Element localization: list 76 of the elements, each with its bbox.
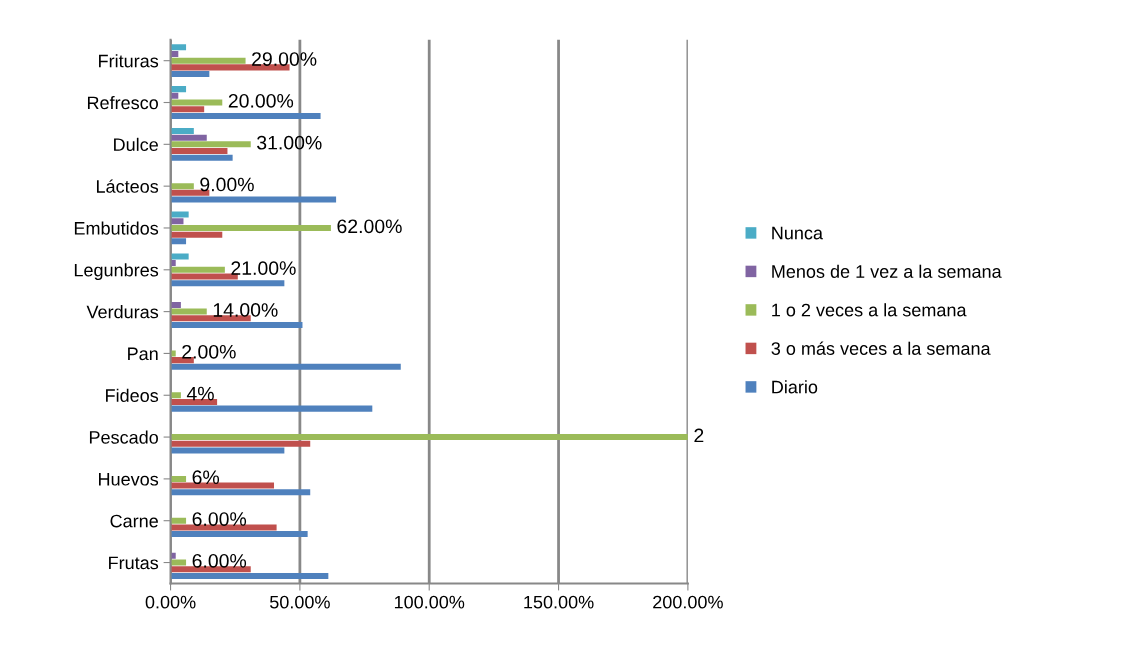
y-tick-label: Refresco — [87, 95, 158, 110]
bar — [170, 482, 275, 489]
bar — [170, 434, 688, 441]
legend-label: Menos de 1 vez a la semana — [772, 264, 1002, 278]
bar — [170, 531, 308, 538]
y-tick-label: Huevos — [99, 473, 159, 486]
data-label: 21.00% — [231, 261, 296, 276]
bar — [170, 154, 233, 161]
bar — [170, 517, 187, 524]
legend-label: Diario — [772, 380, 818, 394]
data-label: 6.00% — [192, 512, 247, 526]
bar — [170, 559, 187, 566]
y-tick-label: Carne — [110, 514, 158, 528]
bar — [170, 572, 329, 579]
bar — [170, 405, 373, 412]
x-tick-label: 200.00% — [653, 595, 723, 609]
bar — [170, 127, 194, 134]
legend-label: Nunca — [772, 226, 823, 240]
bar — [170, 566, 251, 573]
bar — [170, 224, 331, 231]
bar — [170, 308, 207, 315]
y-tick-label: Legunbres — [74, 263, 159, 281]
bar — [170, 183, 194, 190]
bar — [170, 266, 225, 273]
bar — [170, 489, 311, 496]
bar — [170, 112, 321, 119]
data-label: 9.00% — [200, 177, 254, 192]
y-tick-label: Lácteos — [96, 179, 159, 193]
y-tick-label: Pescado — [89, 430, 158, 444]
bar — [170, 106, 205, 113]
legend-label: 1 o 2 veces a la semana — [772, 303, 967, 317]
data-label: 2.00% — [182, 344, 236, 359]
bar — [170, 447, 285, 454]
x-tick-label: 100.00% — [394, 595, 465, 609]
bar — [170, 141, 251, 148]
bar — [170, 148, 228, 155]
bar — [170, 321, 303, 328]
bar — [170, 134, 207, 141]
bar — [170, 475, 187, 482]
bar — [170, 71, 210, 78]
bar — [170, 315, 251, 322]
bar — [170, 273, 238, 280]
bar — [170, 86, 187, 93]
bar — [170, 231, 223, 238]
bar — [170, 280, 285, 287]
bar — [170, 253, 189, 260]
x-tick-label: 50.00% — [269, 595, 330, 609]
bar — [170, 196, 337, 203]
data-label: 62.00% — [337, 219, 402, 234]
y-tick-label: Fideos — [106, 388, 159, 402]
data-label: 31.00% — [257, 135, 322, 150]
x-tick-label: 0.00% — [145, 595, 196, 609]
data-label: 20.00% — [228, 93, 294, 108]
legend-label: 3 o más veces a la semana — [771, 341, 991, 355]
data-label: 14.00% — [213, 303, 278, 317]
bar — [170, 440, 311, 447]
bar — [170, 524, 277, 531]
y-tick-label: Pan — [128, 347, 158, 361]
data-label: 2 — [694, 428, 704, 443]
data-label: 6% — [192, 470, 220, 485]
data-label: 6.00% — [192, 553, 247, 568]
bar — [170, 44, 187, 51]
data-label: 29.00% — [252, 52, 317, 66]
x-tick-label: 150.00% — [524, 595, 594, 609]
bar — [170, 211, 189, 218]
bar — [170, 64, 290, 71]
y-tick-label: Embutidos — [74, 221, 159, 235]
y-tick-label: Dulce — [114, 137, 158, 152]
y-tick-label: Verduras — [86, 305, 159, 319]
bar — [170, 363, 401, 370]
y-tick-label: Frituras — [99, 54, 159, 68]
y-tick-label: Frutas — [109, 556, 159, 570]
bar — [170, 99, 223, 106]
bar — [170, 238, 187, 245]
bar — [170, 57, 246, 64]
data-label: 4% — [186, 386, 214, 401]
